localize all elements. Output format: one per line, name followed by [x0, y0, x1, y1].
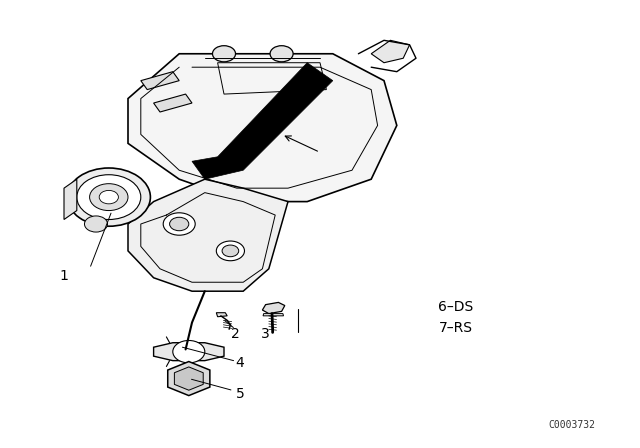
Circle shape — [99, 190, 118, 204]
Polygon shape — [262, 302, 285, 314]
Text: 4: 4 — [236, 356, 244, 370]
Polygon shape — [64, 179, 77, 220]
Polygon shape — [141, 72, 179, 90]
Circle shape — [212, 46, 236, 62]
Polygon shape — [192, 63, 333, 179]
Text: 5: 5 — [236, 387, 244, 401]
Circle shape — [84, 216, 108, 232]
Polygon shape — [168, 362, 210, 396]
Polygon shape — [371, 40, 410, 63]
Text: 1: 1 — [60, 268, 68, 283]
Text: C0003732: C0003732 — [548, 420, 595, 430]
Circle shape — [222, 245, 239, 257]
Circle shape — [77, 175, 141, 220]
Circle shape — [163, 213, 195, 235]
Circle shape — [270, 46, 293, 62]
Polygon shape — [128, 54, 397, 202]
Circle shape — [67, 168, 150, 226]
Polygon shape — [128, 179, 288, 291]
Text: 3: 3 — [261, 327, 270, 341]
Circle shape — [173, 340, 205, 363]
Polygon shape — [263, 314, 284, 316]
Polygon shape — [216, 313, 227, 317]
Circle shape — [90, 184, 128, 211]
Polygon shape — [154, 94, 192, 112]
Circle shape — [216, 241, 244, 261]
Polygon shape — [174, 367, 204, 390]
Text: 7–RS: 7–RS — [438, 321, 472, 335]
Polygon shape — [154, 343, 224, 361]
Text: 2: 2 — [231, 327, 240, 341]
Circle shape — [170, 217, 189, 231]
Text: 6–DS: 6–DS — [438, 300, 474, 314]
